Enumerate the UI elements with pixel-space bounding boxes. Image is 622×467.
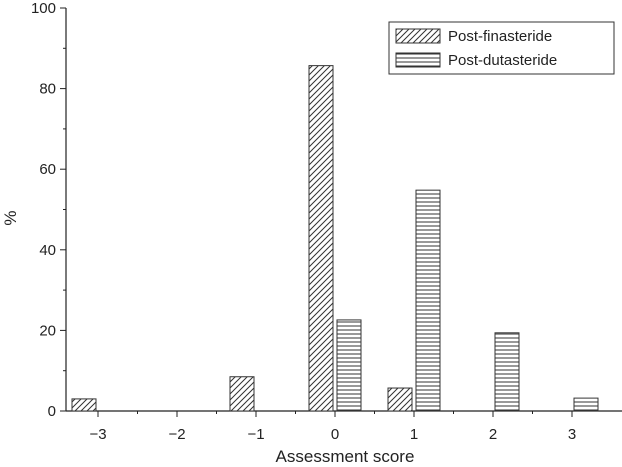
y-tick-label: 100 [31,0,56,17]
legend-label-post-dutasteride: Post-dutasteride [448,52,557,69]
legend-swatch-post-dutasteride [396,53,440,67]
y-tick-label: 80 [39,81,56,98]
bar-post-dutasteride-4 [416,190,440,411]
x-tick-label: −2 [168,426,185,443]
bar-post-finasteride-2 [230,377,254,411]
x-tick-label: 3 [568,426,576,443]
bar-post-finasteride-0 [72,399,96,411]
y-tick-label: 0 [48,403,56,420]
y-tick-label: 60 [39,161,56,178]
bars-group [72,66,598,411]
bar-post-dutasteride-3 [337,320,361,411]
bar-post-dutasteride-5 [495,333,519,411]
bar-post-finasteride-3 [309,66,333,411]
x-tick-label: −1 [247,426,264,443]
legend: Post-finasteride Post-dutasteride [389,22,614,74]
x-tick-label: 0 [331,426,339,443]
y-axis: 0 20 40 60 80 100 [31,0,66,420]
y-tick-label: 40 [39,242,56,259]
bar-post-dutasteride-6 [574,398,598,411]
x-tick-label: 1 [410,426,418,443]
bar-post-finasteride-4 [388,388,412,411]
x-axis: −3 −2 −1 0 1 2 3 [89,411,576,443]
legend-label-post-finasteride: Post-finasteride [448,28,552,45]
x-tick-label: −3 [89,426,106,443]
y-axis-label: % [1,210,20,225]
y-tick-label: 20 [39,322,56,339]
legend-swatch-post-finasteride [396,29,440,43]
x-axis-label: Assessment score [276,447,415,466]
x-tick-label: 2 [489,426,497,443]
